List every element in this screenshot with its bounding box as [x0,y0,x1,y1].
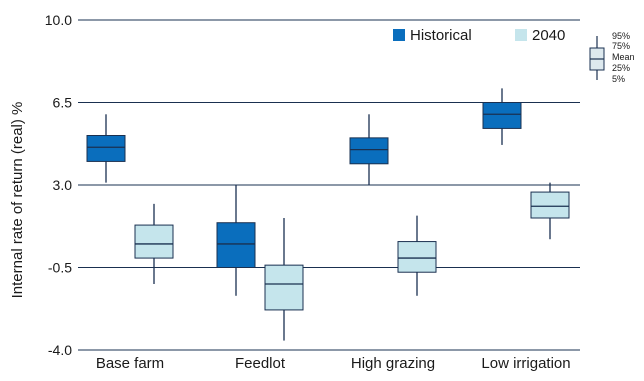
box-iqr [86,135,126,162]
y-tick-label: 3.0 [53,177,73,193]
x-category-label: High grazing [351,355,435,372]
box-historical [482,88,522,145]
legend: Historical 2040 [393,27,565,44]
legend-label: 2040 [532,27,565,44]
key-label: 5% [612,74,625,84]
box-iqr [349,137,389,165]
x-category-labels: Base farm Feedlot High grazing Low irrigati… [96,355,571,372]
box-historical [216,185,256,296]
y-tick-label: -4.0 [48,342,72,358]
key-label: 95% [612,31,630,41]
box-2040 [397,215,437,296]
legend-swatch [515,29,527,41]
box-2040 [134,203,174,284]
box-series [86,88,570,341]
box-iqr [397,241,437,273]
y-tick-label: 6.5 [53,95,73,111]
box-iqr [216,222,256,268]
key-label: 25% [612,63,630,73]
box-iqr [134,224,174,259]
key-label: 75% [612,41,630,51]
box-iqr [482,102,522,129]
box-iqr [264,264,304,311]
y-axis-label: Internal rate of return (real) % [9,102,26,299]
legend-swatch [393,29,405,41]
box-historical [349,114,389,185]
gridlines [78,19,580,351]
x-category-label: Base farm [96,355,164,372]
legend-label: Historical [410,27,472,44]
box-2040 [264,218,304,341]
key-label: Mean [612,52,635,62]
x-category-label: Feedlot [235,355,286,372]
x-category-label: Low irrigation [481,355,570,372]
box-historical [86,114,126,183]
box-iqr [530,191,570,219]
y-tick-label: 10.0 [45,12,72,28]
box-2040 [530,182,570,240]
y-tick-label: -0.5 [48,260,72,276]
y-tick-labels: -4.0 -0.5 3.0 6.5 10.0 [45,12,72,358]
